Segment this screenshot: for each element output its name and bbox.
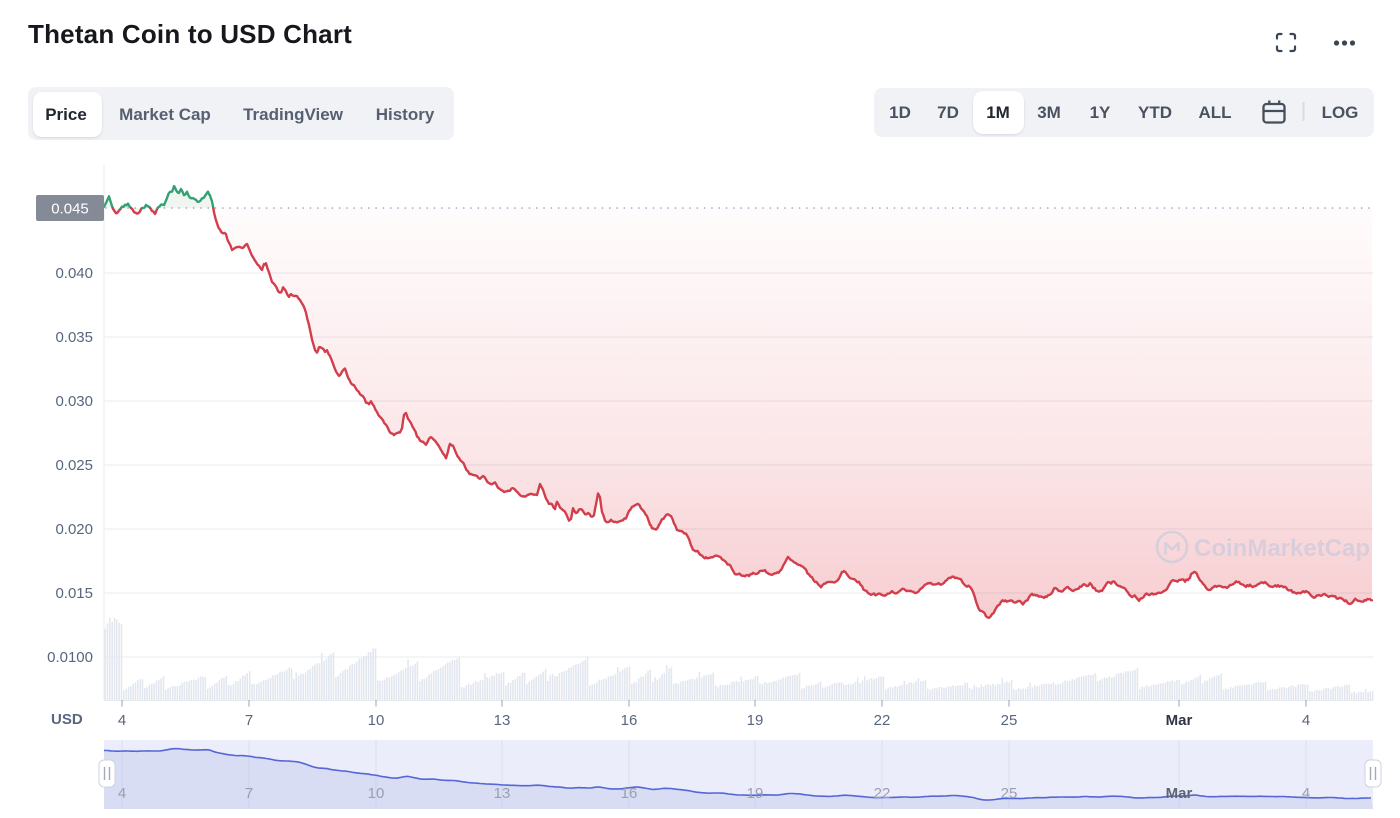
svg-text:10: 10 [368, 785, 385, 802]
svg-text:13: 13 [494, 712, 511, 729]
svg-text:22: 22 [874, 712, 891, 729]
svg-text:Mar: Mar [1166, 785, 1193, 802]
svg-text:25: 25 [1001, 712, 1018, 729]
svg-text:7: 7 [245, 712, 253, 729]
svg-text:0.025: 0.025 [55, 457, 93, 474]
svg-text:16: 16 [621, 785, 638, 802]
svg-text:19: 19 [747, 785, 764, 802]
svg-text:0.045: 0.045 [51, 201, 89, 218]
svg-text:4: 4 [118, 785, 126, 802]
svg-text:0.040: 0.040 [55, 265, 93, 282]
svg-text:0.030: 0.030 [55, 393, 93, 410]
svg-text:0.015: 0.015 [55, 585, 93, 602]
svg-text:16: 16 [621, 712, 638, 729]
svg-text:25: 25 [1001, 785, 1018, 802]
svg-text:0.035: 0.035 [55, 329, 93, 346]
svg-text:0.020: 0.020 [55, 521, 93, 538]
svg-text:4: 4 [1302, 785, 1310, 802]
svg-text:4: 4 [1302, 712, 1310, 729]
svg-text:7: 7 [245, 785, 253, 802]
svg-text:4: 4 [118, 712, 126, 729]
svg-text:0.0100: 0.0100 [47, 649, 93, 666]
svg-text:CoinMarketCap: CoinMarketCap [1194, 535, 1370, 562]
svg-text:10: 10 [368, 712, 385, 729]
svg-text:Mar: Mar [1166, 712, 1193, 729]
svg-text:22: 22 [874, 785, 891, 802]
svg-text:USD: USD [51, 711, 83, 728]
svg-text:13: 13 [494, 785, 511, 802]
svg-text:19: 19 [747, 712, 764, 729]
